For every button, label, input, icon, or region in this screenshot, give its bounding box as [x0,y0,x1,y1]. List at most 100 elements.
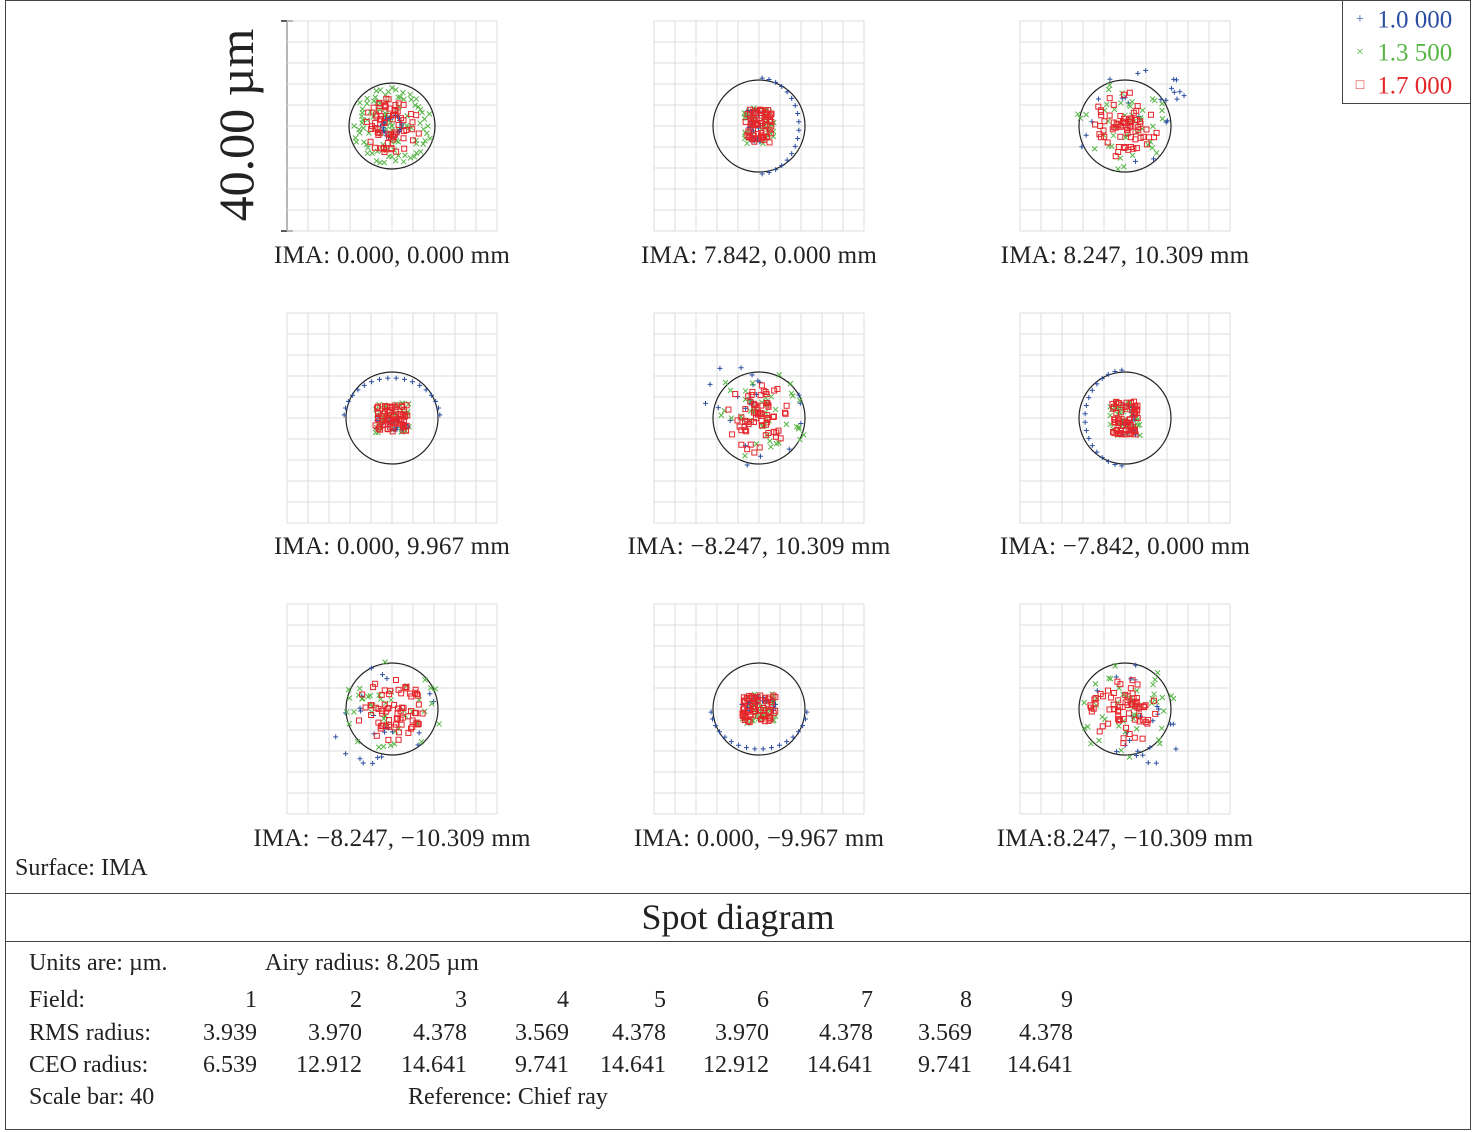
airy-disk-circle [345,662,439,756]
field-number: 1 [245,987,257,1013]
spot-point-w1 [789,151,795,157]
ceo-radius-value: 9.741 [515,1052,569,1078]
spot-point-w1 [779,84,785,90]
spot-point-w2 [1129,98,1136,105]
spot-point-w3 [768,699,775,706]
spot-point-w1 [368,665,374,671]
spot-point-w1 [343,405,349,411]
spot-point-w3 [1127,115,1134,122]
spot-point-w3 [1117,430,1124,437]
spot-point-w3 [392,676,399,683]
spot-point-w3 [1126,731,1133,738]
spot-point-w3 [736,423,743,430]
spot-point-w2 [1151,691,1157,698]
spot-point-w1 [779,162,785,168]
spot-point-w3 [745,708,752,715]
spot-point-w3 [751,110,758,117]
spot-point-w3 [765,429,772,436]
spot-point-w3 [379,710,386,717]
spot-point-w3 [772,433,779,440]
spot-point-w2 [1117,155,1124,161]
spot-point-w1 [417,382,423,388]
rms-radius-value: 4.378 [413,1020,467,1046]
spot-point-w3 [758,120,765,127]
spot-point-w1 [1133,662,1139,668]
spot-point-w3 [1115,149,1122,156]
spot-point-w2 [436,721,442,727]
spot-point-w3 [1152,710,1159,717]
spot-point-w3 [1142,719,1149,726]
spot-point-w3 [368,712,375,719]
spot-point-w2 [387,742,394,749]
spot-point-w3 [408,725,415,732]
spot-point-w2 [407,91,413,98]
spot-point-w3 [1132,136,1139,143]
spot-point-w3 [409,126,416,133]
spot-point-w3 [1099,723,1106,730]
spot-point-w3 [403,685,410,692]
spot-point-w3 [395,736,402,743]
spot-point-w1 [717,365,723,371]
spot-point-w3 [1135,127,1142,134]
spot-point-w1 [370,760,376,766]
spot-point-w2 [1139,107,1146,114]
legend: + 1.0 000 × 1.3 500 □ 1.7 000 [1342,0,1471,104]
spot-point-w1 [776,742,782,748]
spot-point-w1 [423,387,429,393]
spot-point-w2 [418,738,425,745]
spot-point-w3 [772,694,779,701]
spot-point-w3 [761,707,768,714]
spot-point-w2 [1081,699,1088,706]
spot-point-w3 [1132,431,1139,438]
airy-disk-circle [712,371,806,465]
spot-point-w3 [1136,718,1143,725]
spot-point-w3 [395,121,402,128]
spot-point-w1 [744,462,750,468]
spot-point-w2 [1170,695,1177,702]
spot-point-w3 [758,402,765,409]
spot-point-w1 [795,135,801,141]
spot-point-w1 [1173,77,1179,83]
spot-point-w3 [379,417,386,424]
square-marker-icon: □ [1355,78,1365,94]
rms-radius-value: 3.939 [203,1020,257,1046]
spot-point-w3 [393,416,400,423]
spot-point-w3 [725,406,732,413]
spot-point-w3 [756,106,763,113]
spot-point-w3 [1132,716,1139,723]
spot-point-w1 [385,375,391,381]
legend-label: 1.7 000 [1377,72,1453,100]
spot-point-w3 [413,112,420,119]
spot-point-w3 [1101,118,1108,125]
spot-point-w3 [783,402,790,409]
spot-point-w1 [1094,381,1100,387]
spot-point-w2 [377,159,383,166]
spot-point-w3 [770,414,777,421]
spot-point-w1 [738,365,744,371]
spot-point-w2 [1091,145,1098,152]
spot-point-w1 [795,729,801,735]
field-label: IMA: −8.247, 10.309 mm [627,533,891,560]
spot-point-w3 [1112,419,1119,426]
spot-point-w3 [414,692,421,699]
spot-point-w1 [766,77,772,83]
spot-point-w1 [773,79,779,85]
spot-point-w1 [1133,753,1139,759]
spot-point-w2 [422,676,428,683]
spot-point-w3 [751,449,758,456]
spot-point-w3 [1115,420,1122,427]
spot-point-w3 [741,714,748,721]
scale-bar-label: 40.00 µm [208,28,264,222]
spot-point-w3 [1128,700,1135,707]
spot-point-w1 [382,729,388,735]
spot-point-w2 [750,717,757,724]
spot-point-w1 [375,755,381,761]
spot-point-w1 [343,751,349,757]
spot-point-w1 [384,676,390,682]
spot-point-w1 [1099,454,1105,460]
spot-point-w2 [1081,725,1088,731]
spot-point-w2 [776,371,783,378]
spot-point-w3 [1124,693,1131,700]
spot-point-w2 [1152,676,1158,683]
spot-point-w2 [356,126,362,133]
